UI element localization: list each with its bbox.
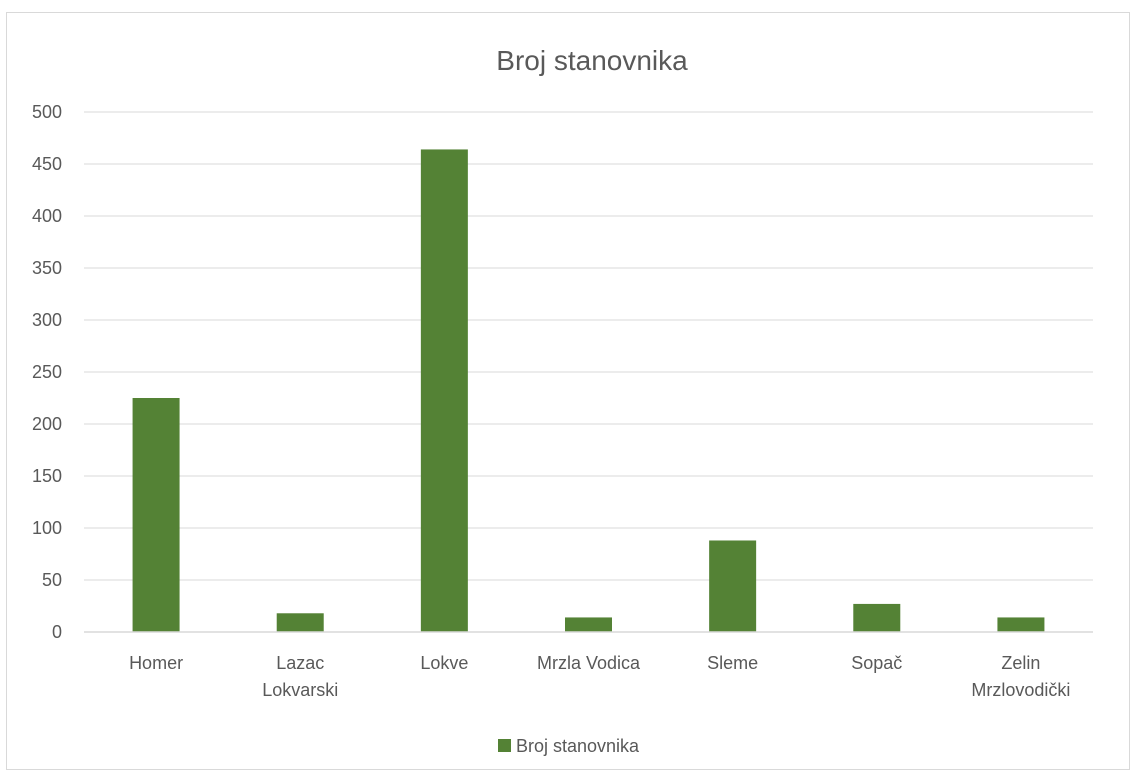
y-tick-label: 50 [42, 570, 62, 590]
y-tick-label: 500 [32, 102, 62, 122]
chart-frame [6, 12, 1130, 770]
y-tick-label: 400 [32, 206, 62, 226]
y-tick-label: 150 [32, 466, 62, 486]
x-tick-label: Zelin [1001, 653, 1040, 673]
y-tick-label: 250 [32, 362, 62, 382]
x-tick-label: Lazac [276, 653, 324, 673]
x-tick-label: Mrzla Vodica [537, 653, 641, 673]
y-tick-label: 350 [32, 258, 62, 278]
x-tick-label: Lokvarski [262, 680, 338, 700]
legend-swatch [498, 739, 511, 752]
x-tick-label: Sleme [707, 653, 758, 673]
bar[interactable] [997, 617, 1045, 632]
y-tick-label: 200 [32, 414, 62, 434]
y-tick-label: 0 [52, 622, 62, 642]
x-tick-label: Homer [129, 653, 183, 673]
bar[interactable] [276, 613, 324, 632]
y-tick-label: 100 [32, 518, 62, 538]
bars [132, 149, 1045, 632]
bar[interactable] [565, 617, 612, 632]
y-tick-label: 450 [32, 154, 62, 174]
chart-title: Broj stanovnika [496, 45, 688, 76]
x-tick-label: Lokve [420, 653, 468, 673]
bar[interactable] [709, 540, 757, 632]
gridlines [84, 111, 1093, 581]
legend-label: Broj stanovnika [516, 736, 640, 756]
x-tick-label: Mrzlovodički [971, 680, 1070, 700]
x-tick-label: Sopač [851, 653, 902, 673]
bar[interactable] [853, 603, 901, 632]
bar[interactable] [132, 398, 180, 632]
x-axis-ticks: Homer Lazac Lokvarski Lokve Mrzla Vodica Slem… [129, 653, 1070, 700]
y-tick-label: 300 [32, 310, 62, 330]
bar[interactable] [420, 149, 468, 632]
y-axis-ticks: 0 50 100 150 200 250 300 350 400 450 500 [32, 102, 62, 642]
legend[interactable]: Broj stanovnika [498, 736, 640, 756]
